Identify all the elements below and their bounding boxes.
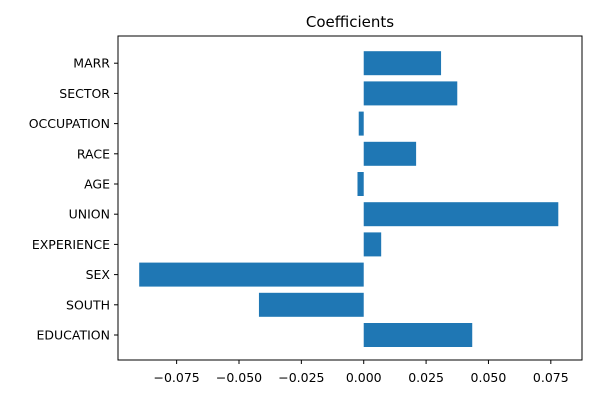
x-tick-label-4: 0.025 bbox=[408, 370, 444, 385]
x-tick-label-5: 0.050 bbox=[471, 370, 507, 385]
bar-age bbox=[357, 172, 364, 196]
y-tick-label-race: RACE bbox=[77, 146, 110, 161]
y-tick-label-age: AGE bbox=[84, 177, 110, 192]
chart-title: Coefficients bbox=[306, 13, 394, 31]
x-tick-label-2: −0.025 bbox=[278, 370, 324, 385]
bar-union bbox=[363, 202, 559, 227]
x-tick-label-6: 0.075 bbox=[533, 370, 569, 385]
bars-group bbox=[139, 51, 559, 347]
y-axis: EDUCATION SOUTH SEX EXPERIENCE UNION AGE RACE O… bbox=[29, 56, 118, 343]
bar-experience bbox=[363, 232, 382, 257]
y-tick-label-union: UNION bbox=[69, 207, 110, 222]
y-tick-label-marr: MARR bbox=[73, 56, 110, 71]
y-tick-label-south: SOUTH bbox=[66, 297, 110, 312]
bar-marr bbox=[363, 51, 442, 76]
x-tick-label-3: 0.000 bbox=[346, 370, 382, 385]
bar-sex bbox=[139, 262, 364, 287]
y-tick-label-occupation: OCCUPATION bbox=[29, 116, 110, 131]
x-axis: −0.075 −0.050 −0.025 0.000 0.025 0.050 0.075 bbox=[153, 360, 569, 385]
bar-occupation bbox=[358, 111, 364, 136]
y-tick-label-sex: SEX bbox=[86, 267, 111, 282]
x-tick-label-0: −0.075 bbox=[153, 370, 199, 385]
bar-sector bbox=[363, 81, 458, 106]
bar-education bbox=[363, 323, 473, 347]
y-tick-label-sector: SECTOR bbox=[59, 86, 110, 101]
bar-race bbox=[363, 141, 417, 166]
y-tick-label-experience: EXPERIENCE bbox=[32, 237, 110, 252]
plot-frame bbox=[117, 35, 583, 361]
y-tick-label-education: EDUCATION bbox=[37, 328, 111, 343]
bar-south bbox=[258, 292, 364, 317]
x-tick-label-1: −0.050 bbox=[216, 370, 262, 385]
